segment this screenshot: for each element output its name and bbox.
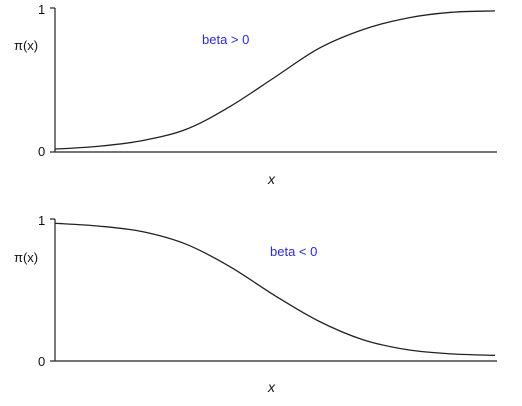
chart-top: 1 0 π(x) x beta > 0 xyxy=(14,2,497,187)
y-tick-label-top-1: 1 xyxy=(38,2,45,17)
annotation-bottom: beta < 0 xyxy=(270,244,317,259)
x-axis-label-bottom: x xyxy=(267,379,276,395)
x-axis-label-top: x xyxy=(267,171,276,187)
annotation-top: beta > 0 xyxy=(202,32,249,47)
series-line-bottom xyxy=(54,222,496,356)
y-axis-label-top: π(x) xyxy=(14,38,38,53)
chart-bottom: 1 0 π(x) x beta < 0 xyxy=(14,213,497,395)
y-tick-label-bottom-1: 1 xyxy=(38,213,45,228)
y-tick-label-top-0: 0 xyxy=(38,144,45,159)
y-axis-label-bottom: π(x) xyxy=(14,250,38,265)
y-tick-label-bottom-0: 0 xyxy=(38,354,45,369)
series-line-top xyxy=(54,10,496,150)
